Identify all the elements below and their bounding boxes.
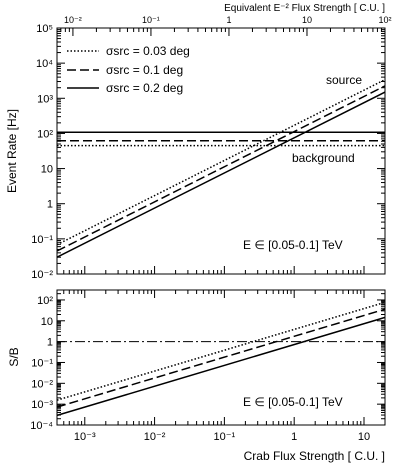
legend-label-1: σsrc = 0.1 deg [106,63,183,77]
source-label: source [326,73,362,87]
p0-ytick-label: 10³ [37,93,53,105]
p0-series-source-dashed [56,85,386,252]
top-energy-annotation: E ∈ [0.05-0.1] TeV [243,238,343,252]
p1-ytick-label: 10⁻² [31,378,53,390]
background-label: background [292,151,355,165]
top-axis-title: Equivalent E⁻² Flux Strength [ C.U. ] [224,3,385,14]
p1-ytick-label: 10 [41,316,53,328]
p1-series-ratio-dashed [56,308,386,408]
top-panel-ylabel: Event Rate [Hz] [5,109,19,193]
top-axis-tick-label: 10² [378,15,391,25]
p1-ytick-label: 10² [37,295,53,307]
bottom-panel-ylabel: S/B [7,347,21,366]
bottom-energy-annotation: E ∈ [0.05-0.1] TeV [243,395,343,409]
bottom-axis-title: Crab Flux Strength [ C.U. ] [244,449,385,463]
top-axis-tick-label: 10⁻² [64,15,82,25]
xtick-label: 10⁻¹ [214,431,236,443]
xtick-label: 10⁻² [144,431,166,443]
top-axis-tick-label: 1 [226,15,231,25]
p1-series-ratio-dotted [56,301,386,401]
top-axis-tick-label: 10 [302,15,312,25]
top-axis-tick-label: 10⁻¹ [142,15,160,25]
xtick-label: 10⁻³ [74,431,96,443]
xtick-label: 1 [291,431,297,443]
p0-ytick-label: 1 [47,199,53,211]
legend-label-0: σsrc = 0.03 deg [106,44,190,58]
p1-ytick-label: 10⁻³ [31,399,53,411]
legend-label-2: σsrc = 0.2 deg [106,81,183,95]
p0-ytick-label: 10⁵ [36,23,53,35]
p1-series-ratio-solid [56,316,386,417]
p0-ytick-label: 10⁻² [31,269,53,281]
p0-ytick-label: 10⁻¹ [31,234,53,246]
p0-ytick-label: 10 [41,164,53,176]
p0-ytick-label: 10⁴ [36,58,53,70]
p0-ytick-label: 10² [37,128,53,140]
legend: σsrc = 0.03 deg σsrc = 0.1 deg σsrc = 0.… [67,44,190,95]
xtick-label: 10 [358,431,370,443]
p1-ytick-label: 1 [47,337,53,349]
p1-ytick-label: 10⁻¹ [31,357,53,369]
p1-ytick-label: 10⁻⁴ [30,420,53,432]
p0-series-source-solid [56,91,386,258]
